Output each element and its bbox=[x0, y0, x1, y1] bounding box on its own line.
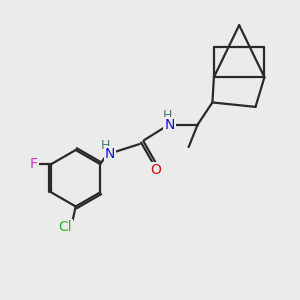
Text: F: F bbox=[30, 157, 38, 171]
Text: H: H bbox=[101, 139, 110, 152]
Text: H: H bbox=[163, 109, 172, 122]
Text: O: O bbox=[151, 163, 161, 177]
Text: N: N bbox=[105, 148, 115, 161]
Text: Cl: Cl bbox=[58, 220, 72, 234]
Text: N: N bbox=[164, 118, 175, 132]
